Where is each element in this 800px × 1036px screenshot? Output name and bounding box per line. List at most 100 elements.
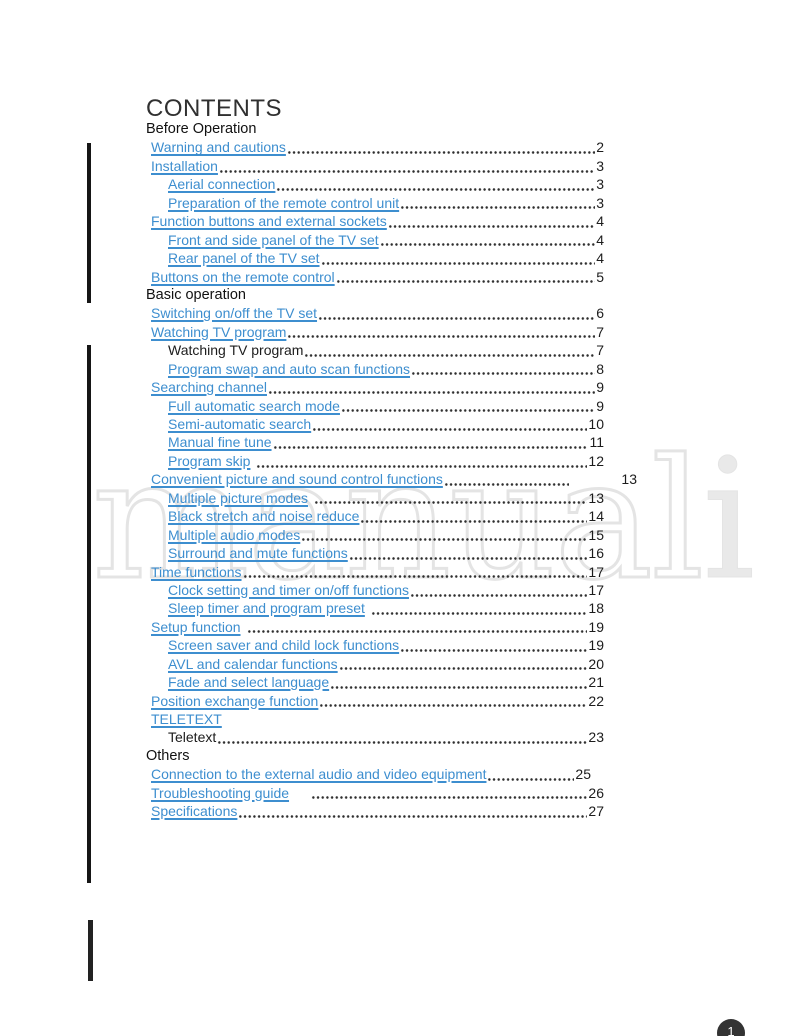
toc-page-number: 4 <box>596 213 604 230</box>
toc-link[interactable]: AVL and calendar functions <box>168 655 338 672</box>
toc-link[interactable]: TELETEXT <box>151 711 222 727</box>
toc-page-number: 10 <box>588 416 604 432</box>
toc-link[interactable]: Aerial connection <box>168 176 276 193</box>
toc-entry: TELETEXT <box>146 711 604 729</box>
dot-leader <box>400 194 596 214</box>
dot-leader <box>318 305 596 324</box>
dot-leader <box>360 508 588 527</box>
toc-link[interactable]: Function buttons and external sockets <box>151 213 387 230</box>
toc-page-number: 23 <box>588 729 604 746</box>
toc-link[interactable]: Buttons on the remote control <box>151 268 335 285</box>
toc-page-number: 4 <box>596 231 604 248</box>
toc-entry: Warning and cautions 2 <box>146 139 604 158</box>
toc-entry: Convenient picture and sound control fun… <box>146 471 637 490</box>
toc-page-number: 13 <box>588 489 604 506</box>
toc-link[interactable]: Multiple audio modes <box>168 526 301 543</box>
toc-entry: Preparation of the remote control unit 3 <box>146 194 604 214</box>
toc-entry: Installation 3 <box>146 157 604 177</box>
toc-link[interactable]: Time functions <box>151 563 242 580</box>
toc-link[interactable]: Multiple picture modes <box>168 489 309 506</box>
toc-link[interactable]: Semi-automatic search <box>168 416 312 432</box>
dot-leader <box>217 729 588 748</box>
toc-entry: Black stretch and noise reduce 14 <box>146 508 604 527</box>
toc-entry: Program swap and auto scan functions 8 <box>146 360 604 380</box>
dot-leader <box>411 360 596 380</box>
toc-page-number: 17 <box>588 581 604 598</box>
toc-page-number: 13 <box>621 471 637 488</box>
dot-leader <box>272 434 589 453</box>
toc-link[interactable]: Program swap and auto scan functions <box>168 360 411 377</box>
dot-leader <box>330 674 588 693</box>
toc-link[interactable]: Black stretch and noise reduce <box>168 508 360 525</box>
toc-link[interactable]: Sleep timer and program preset <box>168 600 365 617</box>
toc-link[interactable]: Manual fine tune <box>168 434 272 451</box>
toc-page-number: 22 <box>588 692 604 709</box>
dot-leader <box>335 268 596 287</box>
toc-page-number: 3 <box>596 194 604 211</box>
page-number-badge: 1 <box>717 1019 745 1036</box>
toc-link[interactable]: Specifications <box>151 803 238 820</box>
toc-page-number: 27 <box>588 803 604 820</box>
toc-link[interactable]: Searching channel <box>151 379 267 396</box>
toc-entry: Switching on/off the TV set 6 <box>146 305 604 324</box>
page-number-badge-text: 1 <box>727 1024 735 1036</box>
watermark-solid-text: i <box>702 424 756 617</box>
toc-entry: Connection to the external audio and vid… <box>146 766 591 785</box>
toc-entry: Front and side panel of the TV set 4 <box>146 231 604 251</box>
toc-link[interactable]: Connection to the external audio and vid… <box>151 766 487 783</box>
toc-link[interactable]: Program skip <box>168 452 251 469</box>
toc-entry: Position exchange function 22 <box>146 692 604 711</box>
toc-page-number: 18 <box>588 600 604 617</box>
toc-page-number: 3 <box>596 157 604 174</box>
toc-list: Before Operation Warning and cautions 2 Ins… <box>146 121 637 822</box>
toc-page-number: 3 <box>596 176 604 193</box>
toc-page-number: 17 <box>588 563 604 580</box>
dot-leader <box>304 342 596 361</box>
toc-entry: Multiple audio modes 15 <box>146 526 604 546</box>
toc-link[interactable]: Front and side panel of the TV set <box>168 231 379 248</box>
toc-link[interactable]: Watching TV program <box>151 323 287 340</box>
toc-link[interactable]: Rear panel of the TV set <box>168 250 320 267</box>
toc-page-number: 6 <box>596 305 604 322</box>
toc-link[interactable]: Fade and select language <box>168 674 330 691</box>
dot-leader <box>487 766 575 785</box>
toc-page-number: 8 <box>596 360 604 377</box>
toc-page-number: 11 <box>589 434 604 451</box>
toc-link[interactable]: Screen saver and child lock functions <box>168 637 400 654</box>
toc-entry: Semi-automatic search 10 <box>146 416 604 435</box>
left-margin-bar-middle <box>87 345 91 883</box>
toc-entry: Sleep timer and program preset 18 <box>146 600 604 619</box>
toc-entry: Troubleshooting guide 26 <box>146 784 604 804</box>
toc-entry: Multiple picture modes 13 <box>146 489 604 509</box>
toc-entry: Aerial connection 3 <box>146 176 604 195</box>
toc-page-number: 20 <box>588 655 604 672</box>
dot-leader <box>276 176 596 195</box>
toc-entry: Manual fine tune 11 <box>146 434 604 453</box>
toc-page-number: 9 <box>596 379 604 396</box>
dot-leader <box>400 637 588 656</box>
toc-link[interactable]: Full automatic search mode <box>168 397 340 414</box>
toc-link[interactable]: Clock setting and timer on/off functions <box>168 581 409 598</box>
toc-link[interactable]: Surround and mute functions <box>168 545 348 562</box>
toc-link[interactable]: Position exchange function <box>151 692 319 709</box>
toc-link[interactable]: Switching on/off the TV set <box>151 305 318 322</box>
toc-link[interactable]: Preparation of the remote control unit <box>168 194 400 211</box>
toc-link[interactable]: Setup function <box>151 618 241 635</box>
dot-leader <box>443 471 570 490</box>
toc-page-number: 4 <box>596 250 604 267</box>
toc-link[interactable]: Troubleshooting guide <box>151 784 290 801</box>
toc-link[interactable]: Convenient picture and sound control fun… <box>151 471 443 488</box>
dot-leader <box>312 416 588 435</box>
toc-text: Watching TV program <box>168 342 304 359</box>
toc-entry: Clock setting and timer on/off functions… <box>146 581 604 601</box>
toc-entry: Program skip 12 <box>146 452 604 472</box>
dot-leader <box>370 600 588 619</box>
toc-page-number: 5 <box>596 268 604 285</box>
dot-leader <box>267 379 596 398</box>
toc-link[interactable]: Warning and cautions <box>151 139 286 156</box>
dot-leader <box>246 618 588 638</box>
toc-link[interactable]: Installation <box>151 157 218 174</box>
toc-page-number: 15 <box>588 526 604 543</box>
toc-page-number: 25 <box>575 766 591 783</box>
